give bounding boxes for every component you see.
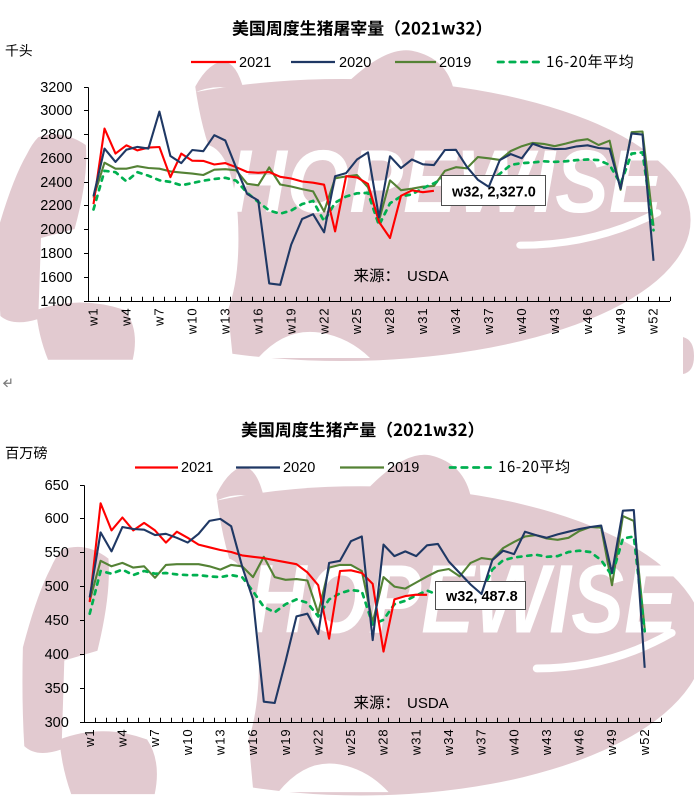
svg-text:w16: w16 bbox=[245, 729, 260, 757]
svg-text:w22: w22 bbox=[310, 729, 325, 757]
svg-text:w52: w52 bbox=[637, 729, 652, 757]
svg-text:w32, 487.8: w32, 487.8 bbox=[445, 589, 518, 605]
svg-text:w43: w43 bbox=[539, 729, 554, 757]
svg-text:w10: w10 bbox=[185, 308, 200, 336]
svg-text:550: 550 bbox=[45, 545, 69, 561]
svg-text:w4: w4 bbox=[115, 729, 130, 748]
svg-text:w40: w40 bbox=[514, 308, 529, 336]
svg-text:w37: w37 bbox=[474, 729, 489, 757]
svg-text:w40: w40 bbox=[506, 729, 521, 757]
svg-text:w13: w13 bbox=[213, 729, 228, 757]
svg-text:1600: 1600 bbox=[40, 270, 72, 286]
svg-text:2200: 2200 bbox=[40, 198, 72, 214]
svg-text:USDA: USDA bbox=[407, 268, 449, 285]
svg-text:w25: w25 bbox=[349, 308, 364, 336]
svg-text:2020: 2020 bbox=[339, 55, 371, 71]
svg-text:w22: w22 bbox=[316, 308, 331, 336]
svg-text:w1: w1 bbox=[86, 308, 101, 327]
svg-text:650: 650 bbox=[45, 478, 69, 494]
svg-text:w10: w10 bbox=[180, 729, 195, 757]
svg-text:w4: w4 bbox=[119, 308, 134, 327]
svg-text:w32, 2,327.0: w32, 2,327.0 bbox=[451, 185, 536, 201]
svg-text:w52: w52 bbox=[646, 308, 661, 336]
svg-text:w1: w1 bbox=[82, 729, 97, 748]
svg-text:w31: w31 bbox=[408, 729, 423, 757]
svg-text:w43: w43 bbox=[547, 308, 562, 336]
svg-text:w7: w7 bbox=[147, 729, 162, 748]
svg-text:2600: 2600 bbox=[40, 151, 72, 167]
svg-text:2400: 2400 bbox=[40, 175, 72, 191]
svg-text:w46: w46 bbox=[572, 729, 587, 757]
svg-text:w16: w16 bbox=[250, 308, 265, 336]
svg-text:2021: 2021 bbox=[181, 460, 213, 476]
svg-text:2000: 2000 bbox=[40, 222, 72, 238]
svg-text:w19: w19 bbox=[278, 729, 293, 757]
svg-text:600: 600 bbox=[45, 511, 69, 527]
svg-text:w13: w13 bbox=[218, 308, 233, 336]
svg-text:1800: 1800 bbox=[40, 246, 72, 262]
svg-text:450: 450 bbox=[45, 613, 69, 629]
svg-text:w49: w49 bbox=[604, 729, 619, 757]
svg-text:1400: 1400 bbox=[40, 294, 72, 310]
svg-text:w28: w28 bbox=[376, 729, 391, 757]
svg-text:2019: 2019 bbox=[439, 55, 471, 71]
svg-text:w7: w7 bbox=[152, 308, 167, 327]
svg-text:w34: w34 bbox=[448, 308, 463, 336]
svg-text:w46: w46 bbox=[580, 308, 595, 336]
svg-text:2800: 2800 bbox=[40, 127, 72, 143]
svg-text:400: 400 bbox=[45, 647, 69, 663]
svg-text:w37: w37 bbox=[481, 308, 496, 336]
svg-text:w28: w28 bbox=[382, 308, 397, 336]
svg-text:w19: w19 bbox=[283, 308, 298, 336]
svg-text:w31: w31 bbox=[415, 308, 430, 336]
svg-text:350: 350 bbox=[45, 681, 69, 697]
svg-text:USDA: USDA bbox=[407, 695, 449, 712]
svg-text:w34: w34 bbox=[441, 729, 456, 757]
svg-text:2021: 2021 bbox=[239, 55, 271, 71]
svg-text:w25: w25 bbox=[343, 729, 358, 757]
svg-text:2019: 2019 bbox=[387, 460, 419, 476]
svg-text:w49: w49 bbox=[613, 308, 628, 336]
svg-text:500: 500 bbox=[45, 579, 69, 595]
svg-text:3200: 3200 bbox=[40, 80, 72, 96]
svg-text:3000: 3000 bbox=[40, 103, 72, 119]
svg-text:2020: 2020 bbox=[283, 460, 315, 476]
svg-text:300: 300 bbox=[45, 715, 69, 731]
